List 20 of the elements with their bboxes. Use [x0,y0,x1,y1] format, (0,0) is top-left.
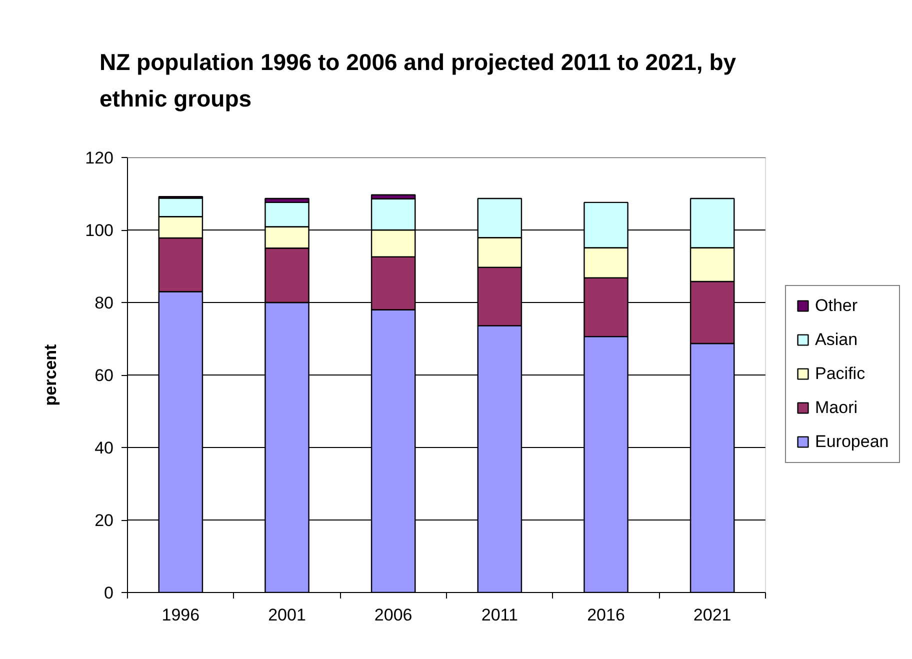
x-tick-label: 2001 [268,606,306,624]
chart-title: NZ population 1996 to 2006 and projected 2011 to 2021, by ethnic groups [100,49,736,112]
x-tick-label: 2021 [693,606,732,624]
y-tick-label: 120 [85,148,114,168]
x-tick-label: 2011 [481,606,518,624]
legend-label: European [815,432,889,452]
y-tick-label: 20 [94,511,114,530]
x-tick-label: 2006 [374,606,412,624]
legend-label: Other [815,296,858,316]
y-tick-label: 80 [94,294,114,312]
legend-label: Maori [815,398,858,418]
legend-label: Pacific [815,364,866,384]
legend-label: Asian [815,330,858,350]
y-tick-label: 0 [104,584,114,602]
y-axis-title: percent [41,344,60,406]
y-tick-label: 100 [85,221,114,240]
y-tick-label: 40 [94,438,114,458]
y-tick-label: 60 [94,366,114,385]
x-tick-label: 2016 [587,606,625,624]
x-tick-label: 1996 [162,606,200,624]
